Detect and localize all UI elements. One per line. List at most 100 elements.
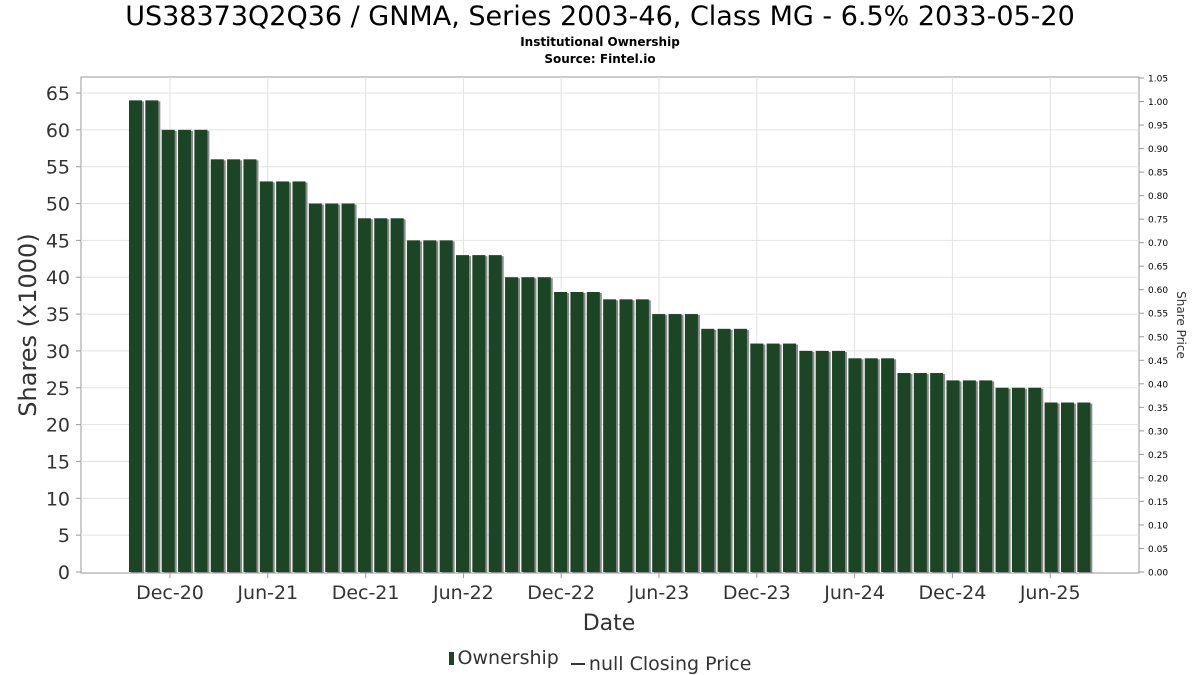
ownership-bar xyxy=(456,255,469,572)
x-tick-label: Jun-25 xyxy=(1019,582,1081,604)
y2-tick-label: 0.75 xyxy=(1148,216,1168,226)
ownership-bar xyxy=(652,314,666,572)
y2-tick-label: 0.70 xyxy=(1148,239,1168,249)
price-line-swatch-icon xyxy=(570,662,585,665)
ownership-bar xyxy=(766,343,780,572)
ownership-bars xyxy=(129,100,1093,574)
ownership-bar xyxy=(357,218,371,572)
ownership-bar xyxy=(930,373,944,572)
ownership-bar xyxy=(537,277,551,572)
ownership-bar xyxy=(439,240,453,572)
ownership-bar xyxy=(227,159,241,573)
x-axis-label: Date xyxy=(583,611,636,636)
x-tick-label: Jun-22 xyxy=(432,582,494,604)
y2-tick-label: 0.50 xyxy=(1148,333,1168,343)
ownership-bar xyxy=(308,203,322,573)
ownership-bar xyxy=(488,255,502,572)
chart-title: US38373Q2Q36 / GNMA, Series 2003-46, Cla… xyxy=(125,1,1075,32)
y2-tick-label: 0.15 xyxy=(1148,498,1168,508)
x-tick-label: Jun-24 xyxy=(823,582,885,604)
ownership-bar xyxy=(979,380,993,572)
x-tick-label: Jun-23 xyxy=(628,582,690,604)
ownership-swatch-icon xyxy=(448,651,454,665)
y2-tick-label: 0.30 xyxy=(1148,427,1168,437)
ownership-bar xyxy=(750,343,764,572)
y2-tick-label: 0.20 xyxy=(1148,474,1168,484)
x-tick-label: Jun-21 xyxy=(236,582,298,604)
ownership-bar xyxy=(603,299,617,572)
y-tick-label: 0 xyxy=(58,562,70,584)
ownership-bar xyxy=(1044,402,1058,572)
y-tick-label: 15 xyxy=(46,451,70,473)
legend-item-ownership[interactable]: Ownership xyxy=(448,647,559,669)
y-tick-label: 65 xyxy=(46,83,70,105)
ownership-bar xyxy=(178,129,192,572)
x-tick-label: Dec-21 xyxy=(332,582,400,604)
ownership-bar xyxy=(505,277,519,572)
y2-axis-label: Share Price xyxy=(1174,291,1188,359)
y2-tick-label: 0.10 xyxy=(1148,521,1168,531)
y2-tick-label: 0.35 xyxy=(1148,404,1168,414)
ownership-bar xyxy=(210,159,224,573)
x-tick-label: Dec-22 xyxy=(527,582,595,604)
ownership-bar xyxy=(1011,387,1025,572)
y2-tick-label: 0.25 xyxy=(1148,451,1168,461)
y2-tick-label: 1.00 xyxy=(1148,98,1168,108)
x-tick-label: Dec-23 xyxy=(723,582,791,604)
y-tick-label: 45 xyxy=(46,230,70,252)
y-tick-label: 25 xyxy=(46,378,70,400)
ownership-bar xyxy=(815,350,829,572)
y2-tick-label: 0.05 xyxy=(1148,545,1168,555)
ownership-bar xyxy=(864,358,878,572)
y-tick-label: 30 xyxy=(46,341,70,363)
ownership-bar xyxy=(733,328,747,572)
ownership-bar xyxy=(145,100,159,572)
ownership-bar xyxy=(962,380,976,572)
ownership-bar xyxy=(554,291,568,572)
y2-axis: 0.00 0.05 0.10 0.15 0.20 0.25 0.30 0.35 0.40 0.45… xyxy=(1139,75,1168,579)
y-tick-label: 40 xyxy=(46,267,70,289)
ownership-bar xyxy=(423,240,437,572)
y2-tick-label: 0.00 xyxy=(1148,569,1168,579)
ownership-bar xyxy=(129,100,142,572)
legend-price-label: null Closing Price xyxy=(588,652,752,675)
ownership-bar xyxy=(390,218,404,572)
ownership-bar xyxy=(521,277,535,572)
y2-tick-label: 0.40 xyxy=(1148,380,1168,390)
x-axis: Dec-20 Jun-21 Dec-21 Jun-22 Dec-22 Jun-23 Dec-… xyxy=(136,573,1081,604)
ownership-bar xyxy=(1077,402,1091,572)
ownership-bar xyxy=(668,314,682,572)
y-tick-label: 60 xyxy=(46,120,70,142)
ownership-bar xyxy=(325,203,339,573)
ownership-bar xyxy=(619,299,633,572)
legend-item-price[interactable]: null Closing Price xyxy=(565,652,752,675)
y2-tick-label: 0.95 xyxy=(1148,122,1168,132)
y2-tick-label: 0.65 xyxy=(1148,263,1168,273)
ownership-bar xyxy=(848,358,862,572)
y-tick-label: 35 xyxy=(46,304,70,326)
ownership-bar xyxy=(161,129,175,572)
y2-tick-label: 0.60 xyxy=(1148,286,1168,296)
ownership-bar xyxy=(1060,402,1074,572)
y2-tick-label: 0.55 xyxy=(1148,310,1168,320)
x-tick-label: Dec-20 xyxy=(136,582,204,604)
ownership-bar xyxy=(717,328,731,572)
ownership-bar xyxy=(570,291,584,572)
ownership-bar xyxy=(881,358,895,572)
ownership-bar xyxy=(276,181,290,572)
chart-subtitle: Institutional Ownership xyxy=(520,35,680,49)
ownership-bar xyxy=(586,291,600,572)
ownership-bar xyxy=(194,129,208,572)
y-tick-label: 55 xyxy=(46,157,70,179)
y-tick-label: 10 xyxy=(46,488,70,510)
ownership-bar xyxy=(635,299,649,572)
ownership-bar xyxy=(292,181,306,572)
ownership-bar xyxy=(472,255,486,572)
chart-source: Source: Fintel.io xyxy=(544,52,656,66)
ownership-bar xyxy=(832,350,846,572)
ownership-bar xyxy=(897,373,911,572)
y2-tick-label: 0.85 xyxy=(1148,169,1168,179)
x-tick-label: Dec-24 xyxy=(918,582,986,604)
ownership-bar xyxy=(1028,387,1042,572)
